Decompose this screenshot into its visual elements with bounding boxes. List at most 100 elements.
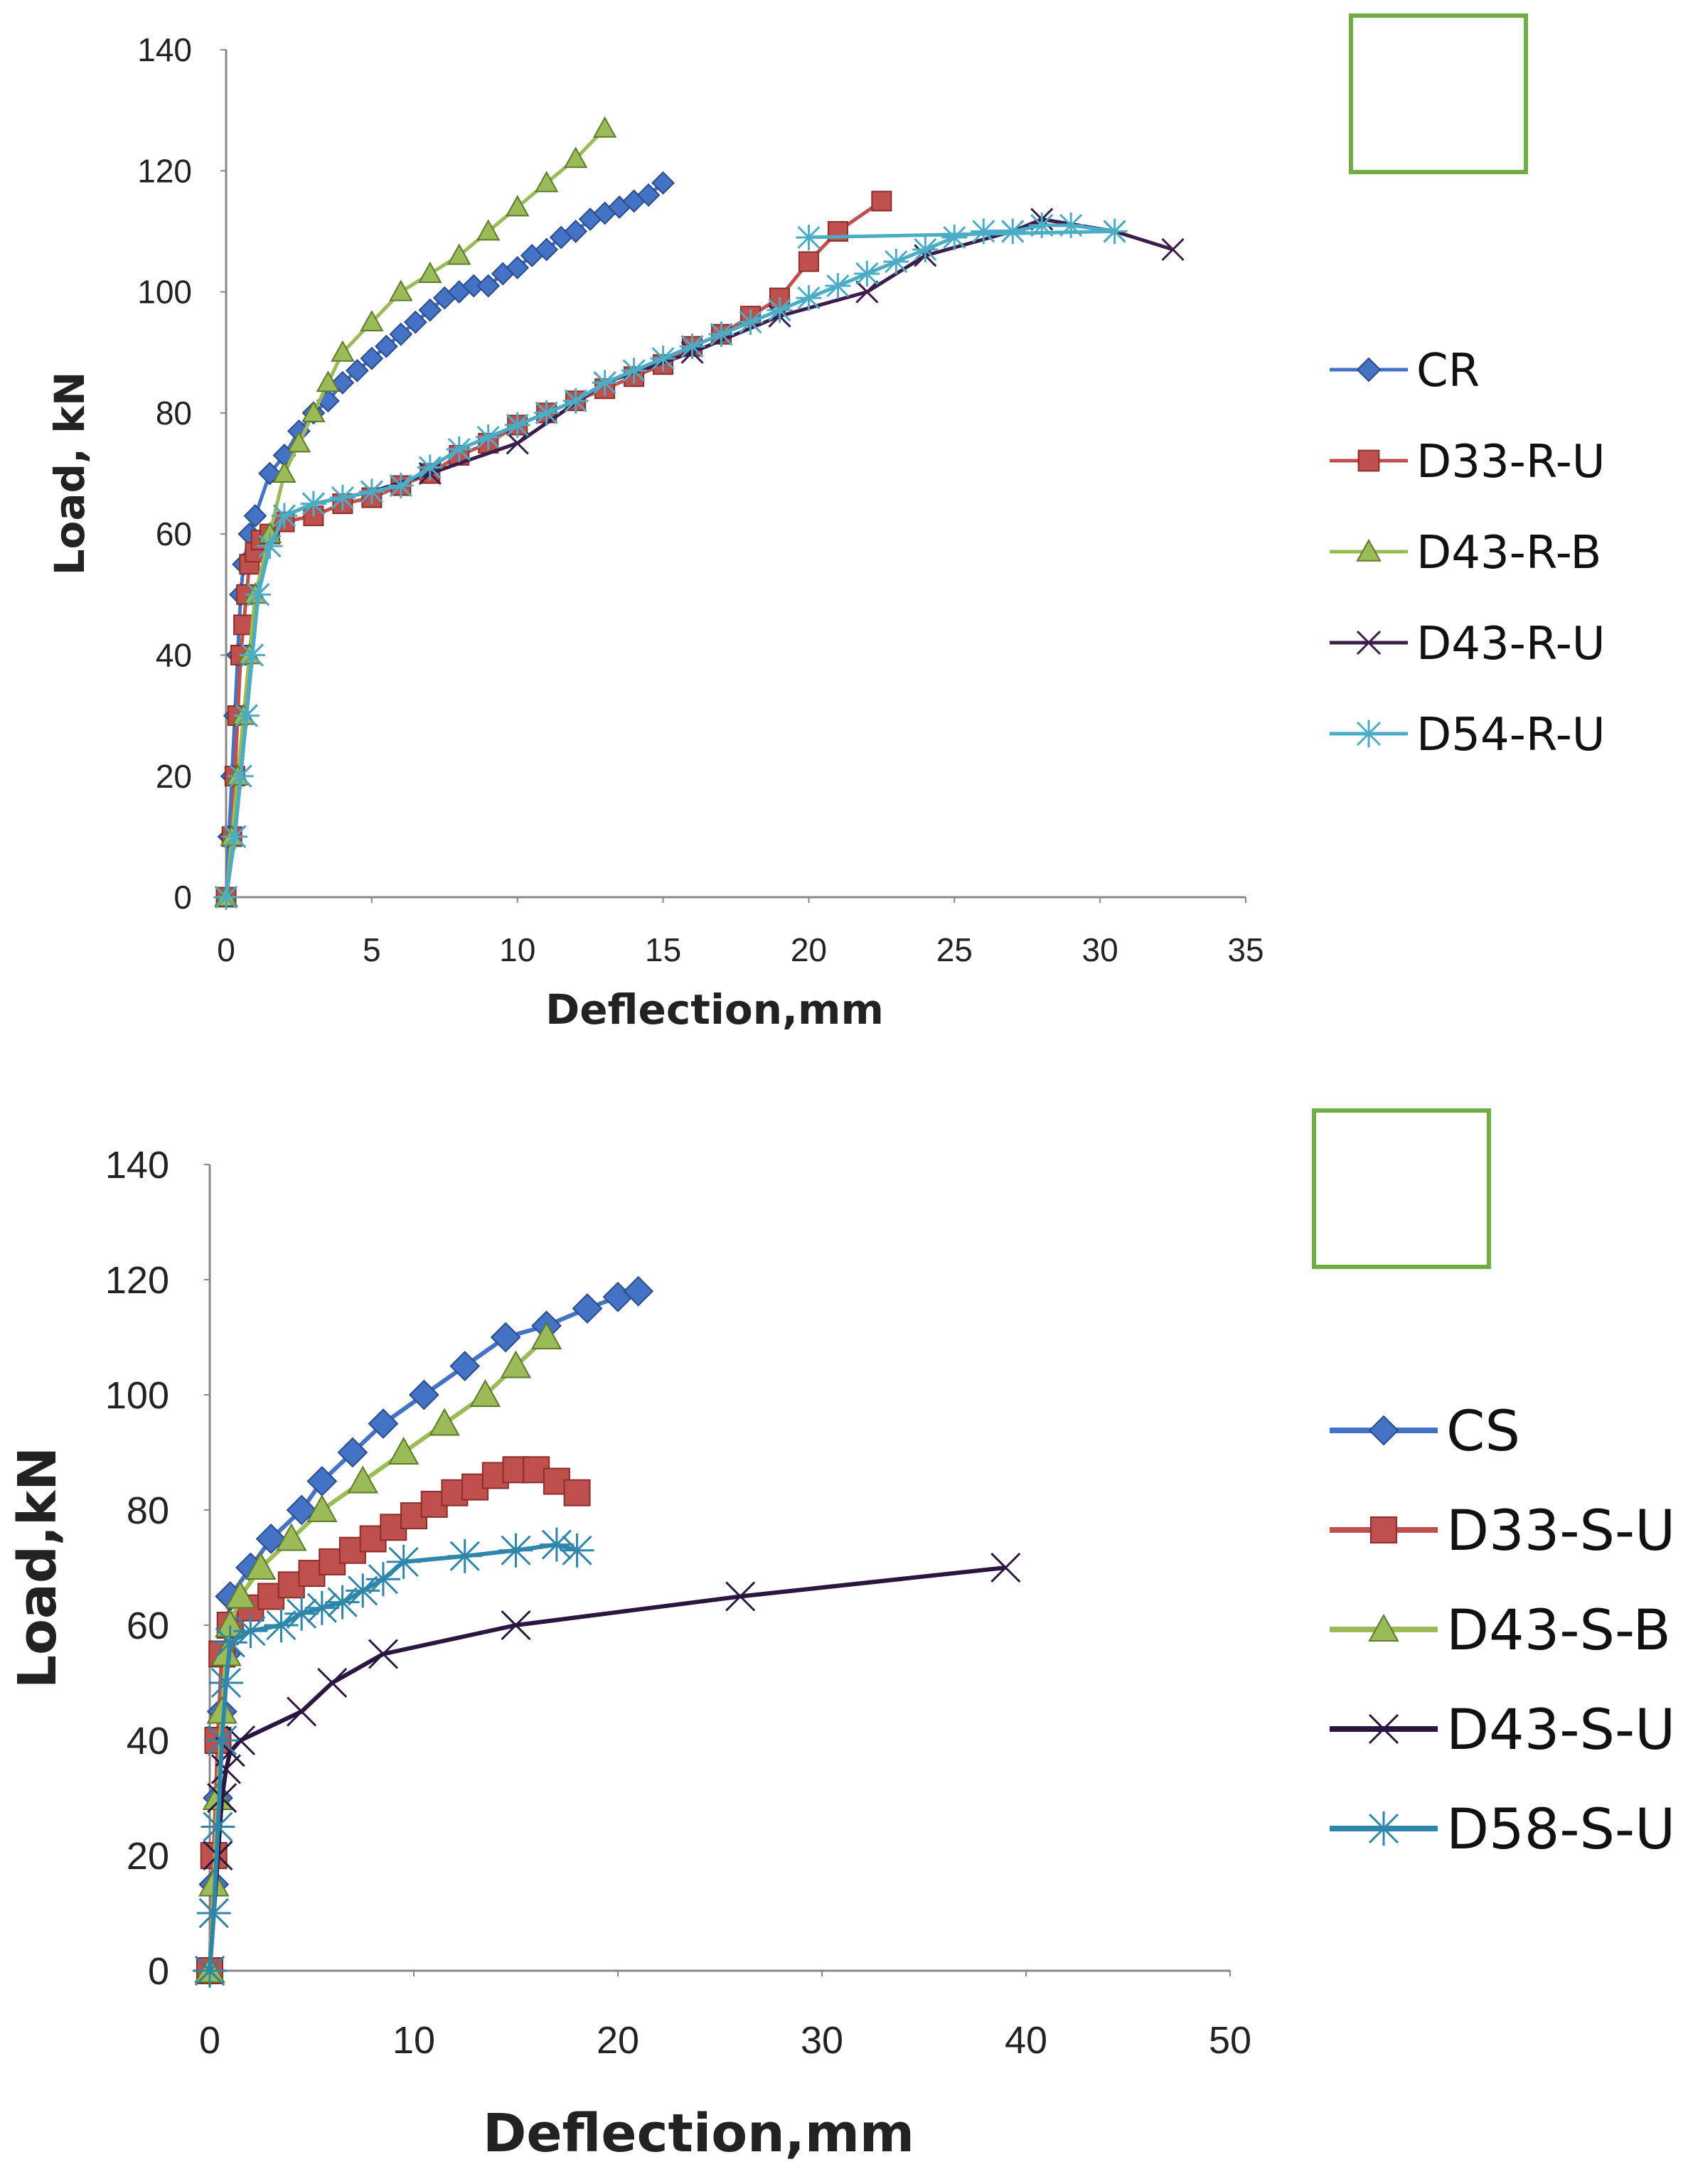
- chart-panel-a: 0 20 40 60 80 100 120 140 0 5 10 15 20 25 30 35 Deflecti…: [46, 0, 1606, 1034]
- data-point: [386, 1544, 421, 1579]
- data-point: [264, 1608, 299, 1642]
- data-point: [534, 171, 559, 193]
- data-point: [476, 274, 501, 298]
- legend-label: CS: [1446, 1400, 1520, 1464]
- data-point: [798, 251, 819, 272]
- data-point: [572, 1293, 603, 1324]
- data-point: [408, 1379, 439, 1410]
- data-point: [245, 1551, 277, 1580]
- panel-label: b: [1399, 0, 1404, 3]
- x-tick-label: 50: [1209, 2019, 1251, 2062]
- data-point: [329, 485, 356, 511]
- legend-item-CR: CR: [1330, 345, 1480, 397]
- data-point: [417, 454, 443, 481]
- series-line: [224, 223, 1117, 898]
- x-tick-label: 20: [597, 2019, 639, 2062]
- data-point: [679, 333, 705, 360]
- x-axis-title: Deflection,mm: [545, 985, 884, 1034]
- data-point: [447, 243, 471, 265]
- x-tick-label: 40: [1005, 2019, 1047, 2062]
- x-tick-label: 35: [1227, 931, 1264, 968]
- data-point: [201, 1809, 235, 1844]
- data-point: [446, 436, 472, 462]
- data-point: [563, 146, 588, 168]
- legend-swatch-marker: [1368, 1415, 1399, 1446]
- legend: CR D33-R-U D43-R-B D43-R-U D54-R-U: [1330, 345, 1606, 761]
- data-point: [871, 191, 892, 212]
- data-point: [239, 642, 265, 668]
- series-D43-R-U: [214, 208, 1185, 909]
- data-point: [213, 1625, 247, 1660]
- series-D58-S-U: [193, 1527, 594, 1988]
- data-point: [475, 424, 501, 450]
- legend-label: D33-S-U: [1446, 1499, 1675, 1563]
- y-tick-label: 40: [127, 1720, 169, 1762]
- data-point: [418, 261, 442, 284]
- data-point: [368, 1408, 399, 1439]
- data-point: [429, 1408, 460, 1436]
- data-point: [708, 321, 735, 348]
- legend-label: D43-R-U: [1416, 618, 1606, 670]
- data-point: [490, 1322, 521, 1353]
- series-line: [208, 1565, 1006, 1971]
- legend-label: D43-R-B: [1416, 527, 1601, 579]
- data-point: [592, 116, 617, 138]
- y-tick-label: 80: [156, 395, 192, 432]
- y-tick-label: 20: [156, 758, 192, 795]
- data-point: [535, 237, 559, 262]
- legend-item-D58-S-U: D58-S-U: [1330, 1798, 1675, 1862]
- data-point: [207, 1782, 237, 1814]
- x-tick-label: 30: [801, 2019, 843, 2062]
- data-point: [233, 702, 260, 729]
- data-point: [621, 358, 647, 384]
- data-point: [243, 504, 267, 528]
- data-point: [650, 346, 676, 372]
- y-tick-label: 140: [137, 31, 192, 68]
- x-tick-label: 10: [499, 931, 535, 968]
- data-point: [287, 431, 311, 453]
- data-point: [539, 1527, 574, 1562]
- data-point: [208, 1666, 243, 1700]
- data-point: [449, 1351, 481, 1381]
- y-tick-label: 120: [105, 1259, 169, 1302]
- legend-swatch-marker: [1367, 1811, 1401, 1846]
- legend-swatch-marker: [1356, 357, 1382, 382]
- x-tick-label: 10: [392, 2019, 435, 2062]
- data-point: [504, 412, 530, 438]
- data-point: [271, 503, 297, 529]
- data-point: [360, 310, 384, 332]
- data-point: [389, 279, 413, 301]
- data-point: [854, 261, 880, 287]
- x-tick-label: 15: [645, 931, 681, 968]
- data-point: [317, 1667, 348, 1698]
- data-point: [563, 1479, 591, 1506]
- data-point: [403, 310, 427, 334]
- x-axis-title: Deflection,mm: [483, 2103, 914, 2164]
- data-point: [530, 1321, 562, 1349]
- y-tick-label: 140: [105, 1144, 169, 1187]
- data-point: [287, 1696, 317, 1727]
- data-point: [345, 358, 369, 382]
- panel-label: a: [1436, 0, 1441, 3]
- series-CR: [214, 171, 675, 909]
- data-point: [506, 256, 530, 279]
- data-point: [284, 1596, 319, 1631]
- data-point: [1101, 218, 1128, 245]
- legend-item-CS: CS: [1330, 1400, 1520, 1464]
- data-point: [971, 218, 997, 245]
- data-point: [196, 1896, 231, 1930]
- data-point: [912, 236, 939, 262]
- legend-swatch-marker: [1356, 538, 1382, 562]
- data-point: [331, 340, 355, 362]
- data-point: [651, 171, 675, 195]
- data-point: [301, 400, 326, 422]
- data-point: [560, 1533, 594, 1568]
- data-point: [346, 1573, 380, 1608]
- data-point: [636, 183, 661, 207]
- data-point: [257, 533, 283, 560]
- data-point: [276, 1523, 307, 1551]
- y-tick-label: 100: [105, 1374, 169, 1417]
- legend-item-D43-R-U: D43-R-U: [1330, 618, 1606, 670]
- legend-swatch-marker: [1368, 1713, 1399, 1745]
- data-point: [286, 1494, 317, 1526]
